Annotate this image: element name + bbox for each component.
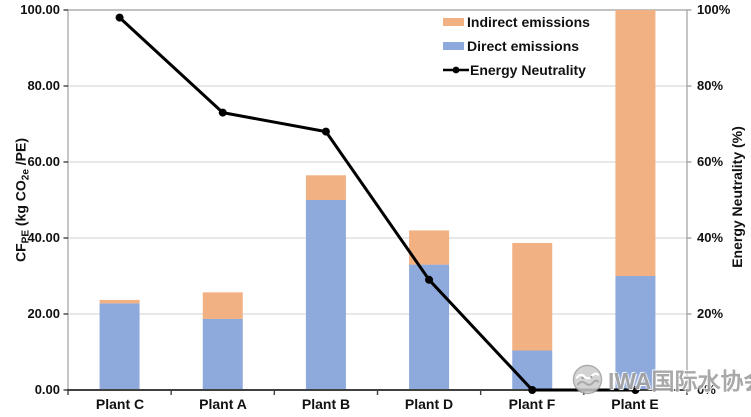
- right-axis-title: Energy Neutrality (%): [729, 126, 745, 268]
- legend-label: Energy Neutrality: [470, 62, 586, 78]
- right-axis-tick-80: 80%: [697, 78, 724, 93]
- energy-neutrality-marker-plant-d[interactable]: [425, 275, 434, 284]
- bar-segment-direct-plant-d[interactable]: [409, 264, 450, 390]
- energy-neutrality-marker-plant-a[interactable]: [218, 108, 227, 117]
- bar-segment-indirect-plant-b[interactable]: [305, 175, 346, 200]
- iwa-wave-logo-icon: [572, 364, 603, 394]
- x-axis-label-plant-f: Plant F: [508, 396, 556, 412]
- right-axis-tick-0: 0%: [697, 382, 716, 397]
- energy-neutrality-line-marker-icon: [443, 66, 469, 74]
- bar-segment-direct-plant-f[interactable]: [512, 350, 553, 390]
- bar-segment-direct-plant-e[interactable]: [615, 276, 656, 390]
- energy-neutrality-marker-plant-e[interactable]: [631, 386, 640, 394]
- watermark: IWA国际水协会: [572, 362, 751, 396]
- left-axis-tick-40: 40.00: [27, 230, 60, 245]
- bar-segment-indirect-plant-e[interactable]: [615, 10, 656, 276]
- left-axis-tick-0: 0.00: [34, 382, 60, 397]
- right-axis-tick-60: 60%: [697, 154, 724, 169]
- x-axis-label-plant-c: Plant C: [95, 396, 145, 412]
- direct-emissions-swatch-icon: [443, 42, 464, 50]
- legend-label: Indirect emissions: [467, 14, 590, 30]
- bar-segment-indirect-plant-a[interactable]: [202, 292, 243, 319]
- right-axis-tick-100: 100%: [697, 2, 731, 17]
- left-axis-title: CFPE (kg CO2e /PE): [12, 137, 32, 263]
- right-axis-tick-20: 20%: [697, 306, 724, 321]
- legend: Indirect emissions Direct emissions Ener…: [443, 11, 590, 81]
- left-axis-tick-60: 60.00: [27, 154, 60, 169]
- energy-neutrality-marker-plant-b[interactable]: [321, 127, 330, 136]
- x-axis-label-plant-e: Plant E: [611, 396, 659, 412]
- bar-segment-indirect-plant-c[interactable]: [99, 299, 140, 304]
- x-axis-label-plant-b: Plant B: [301, 396, 351, 412]
- legend-label: Direct emissions: [467, 38, 580, 54]
- bar-segment-direct-plant-b[interactable]: [305, 200, 346, 390]
- legend-item-direct-emissions: Direct emissions: [443, 35, 590, 57]
- right-axis-tick-40: 40%: [697, 230, 724, 245]
- energy-neutrality-marker-plant-f[interactable]: [528, 386, 537, 394]
- bar-segment-direct-plant-c[interactable]: [99, 303, 140, 390]
- watermark-text: IWA国际水协会: [608, 368, 751, 394]
- indirect-emissions-swatch-icon: [443, 18, 464, 26]
- bar-segment-direct-plant-a[interactable]: [202, 318, 243, 390]
- left-axis-tick-80: 80.00: [27, 78, 60, 93]
- x-axis-label-plant-a: Plant A: [199, 396, 247, 412]
- bar-segment-indirect-plant-f[interactable]: [512, 242, 553, 351]
- legend-item-energy-neutrality: Energy Neutrality: [443, 59, 590, 81]
- energy-neutrality-line[interactable]: [118, 16, 636, 392]
- left-axis-tick-100: 100.00: [20, 2, 60, 17]
- legend-item-indirect-emissions: Indirect emissions: [443, 11, 590, 33]
- plot-border: [67, 9, 688, 391]
- x-axis-label-plant-d: Plant D: [404, 396, 454, 412]
- left-axis-tick-20: 20.00: [27, 306, 60, 321]
- energy-neutrality-marker-plant-c[interactable]: [115, 13, 124, 22]
